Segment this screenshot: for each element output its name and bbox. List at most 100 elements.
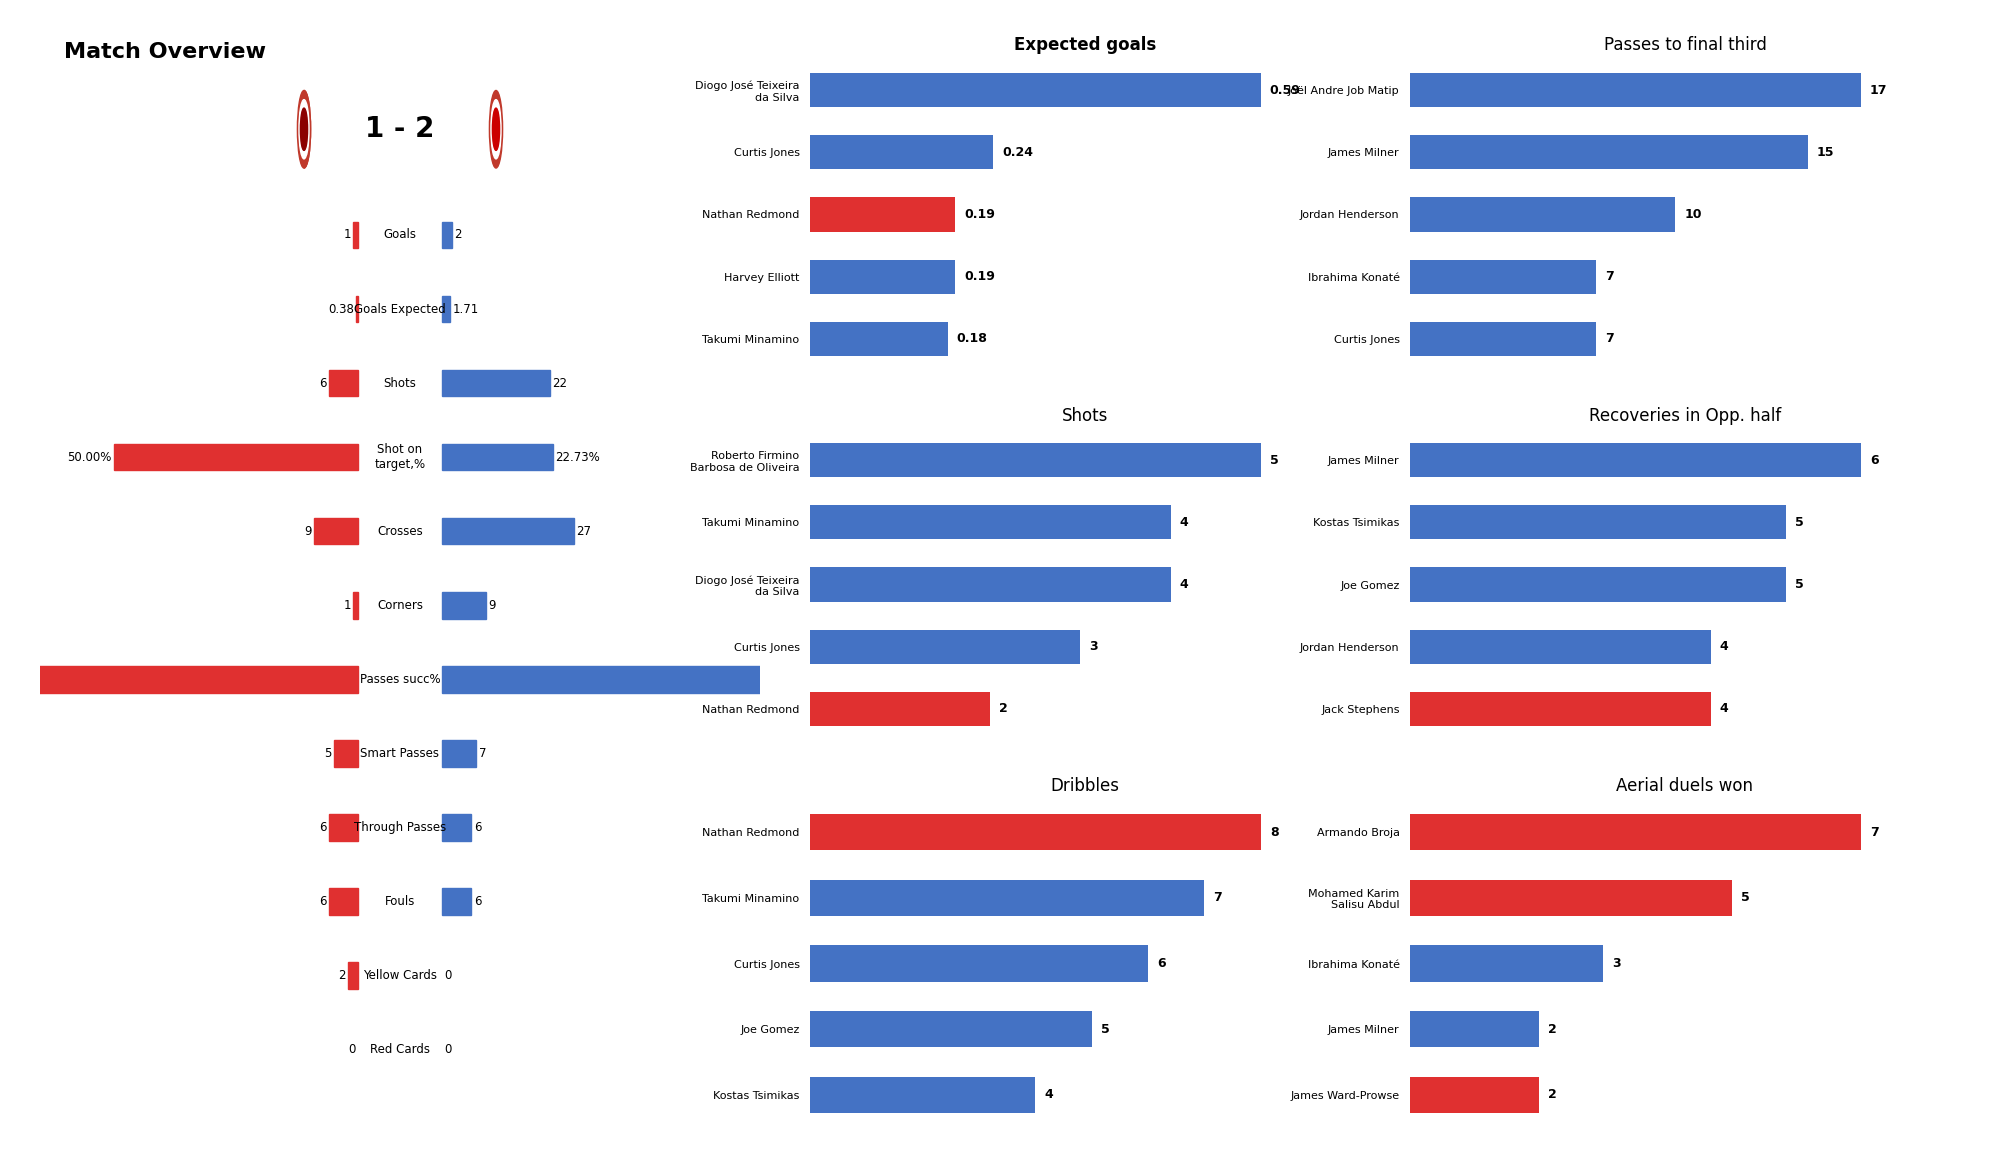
Bar [810, 630, 1080, 664]
Text: 3: 3 [1612, 956, 1620, 971]
Bar [810, 73, 1260, 107]
Bar [1410, 630, 1710, 664]
Text: 4: 4 [1720, 703, 1728, 716]
Bar [810, 568, 1170, 602]
Bar [1410, 814, 1860, 850]
Circle shape [490, 100, 502, 159]
Bar [354, 592, 358, 618]
Bar [1410, 1012, 1538, 1047]
Text: 7: 7 [1604, 333, 1614, 345]
Text: 5: 5 [324, 746, 332, 760]
Text: Shots: Shots [384, 376, 416, 390]
Bar [0, 666, 358, 692]
Bar [1410, 322, 1596, 356]
Text: 22.73%: 22.73% [556, 450, 600, 464]
Circle shape [492, 108, 500, 150]
Bar [314, 518, 358, 544]
Text: 2: 2 [454, 228, 462, 242]
Bar [334, 740, 358, 766]
Bar [1410, 880, 1732, 915]
Text: 4: 4 [1044, 1088, 1054, 1101]
Text: 7: 7 [1870, 826, 1878, 839]
Text: 2: 2 [1548, 1088, 1556, 1101]
Text: 6: 6 [474, 820, 482, 834]
Text: 0.19: 0.19 [964, 208, 996, 221]
Text: 5: 5 [1794, 578, 1804, 591]
Text: 3: 3 [1090, 640, 1098, 653]
Title: Shots: Shots [1062, 407, 1108, 424]
Bar [810, 135, 994, 169]
Bar [328, 370, 358, 396]
Text: Goals: Goals [384, 228, 416, 242]
Bar [442, 592, 486, 618]
Text: 6: 6 [318, 376, 326, 390]
Title: Aerial duels won: Aerial duels won [1616, 777, 1754, 794]
Bar [442, 444, 554, 470]
Bar [1410, 197, 1676, 231]
Text: 5: 5 [1100, 1022, 1110, 1035]
Text: 27: 27 [576, 524, 592, 538]
Bar [810, 880, 1204, 915]
Text: 5: 5 [1270, 454, 1278, 466]
Text: 0: 0 [444, 968, 452, 982]
Text: Smart Passes: Smart Passes [360, 746, 440, 760]
Bar [442, 814, 472, 840]
Bar [328, 814, 358, 840]
Text: 6: 6 [1870, 454, 1878, 466]
Text: 1 - 2: 1 - 2 [366, 115, 434, 143]
Text: Shot on
target,%: Shot on target,% [374, 443, 426, 471]
Text: 22: 22 [552, 376, 566, 390]
Title: Passes to final third: Passes to final third [1604, 36, 1766, 54]
Text: 0.59: 0.59 [1270, 83, 1300, 96]
Bar [442, 518, 574, 544]
Text: 0: 0 [444, 1042, 452, 1056]
Text: 1.71: 1.71 [452, 302, 480, 316]
Text: 0: 0 [348, 1042, 356, 1056]
Bar [442, 666, 876, 692]
Bar [1410, 135, 1808, 169]
Text: 9: 9 [304, 524, 312, 538]
Text: 17: 17 [1870, 83, 1888, 96]
Wedge shape [304, 90, 310, 168]
Text: 4: 4 [1180, 578, 1188, 591]
Text: 88.8%: 88.8% [878, 672, 916, 686]
Text: 10: 10 [1684, 208, 1702, 221]
Text: 4: 4 [1720, 640, 1728, 653]
Circle shape [298, 100, 310, 159]
Bar [1410, 568, 1786, 602]
Bar [810, 197, 956, 231]
Bar [810, 814, 1260, 850]
Bar [1410, 505, 1786, 539]
Circle shape [300, 108, 308, 150]
Text: Crosses: Crosses [378, 524, 422, 538]
Text: 15: 15 [1816, 146, 1834, 159]
Text: Fouls: Fouls [384, 894, 416, 908]
Text: 7: 7 [478, 746, 486, 760]
Text: 2: 2 [338, 968, 346, 982]
Bar [1410, 73, 1860, 107]
Text: 0.24: 0.24 [1002, 146, 1034, 159]
Bar [1410, 946, 1604, 981]
Bar [810, 1012, 1092, 1047]
Bar [810, 322, 948, 356]
Bar [442, 296, 450, 322]
Text: 1: 1 [344, 228, 350, 242]
Circle shape [490, 90, 502, 168]
Circle shape [298, 90, 310, 168]
Bar [354, 222, 358, 248]
Text: Corners: Corners [376, 598, 424, 612]
Bar [442, 888, 472, 914]
Text: Match Overview: Match Overview [64, 41, 266, 62]
Bar [348, 962, 358, 988]
Bar [810, 505, 1170, 539]
Bar [810, 1077, 1036, 1113]
Title: Dribbles: Dribbles [1050, 777, 1120, 794]
Title: Expected goals: Expected goals [1014, 36, 1156, 54]
Bar [810, 946, 1148, 981]
Text: 1: 1 [344, 598, 350, 612]
Bar [1410, 260, 1596, 294]
Text: 4: 4 [1180, 516, 1188, 529]
Text: 2: 2 [1000, 703, 1008, 716]
Text: Red Cards: Red Cards [370, 1042, 430, 1056]
Text: 0.19: 0.19 [964, 270, 996, 283]
